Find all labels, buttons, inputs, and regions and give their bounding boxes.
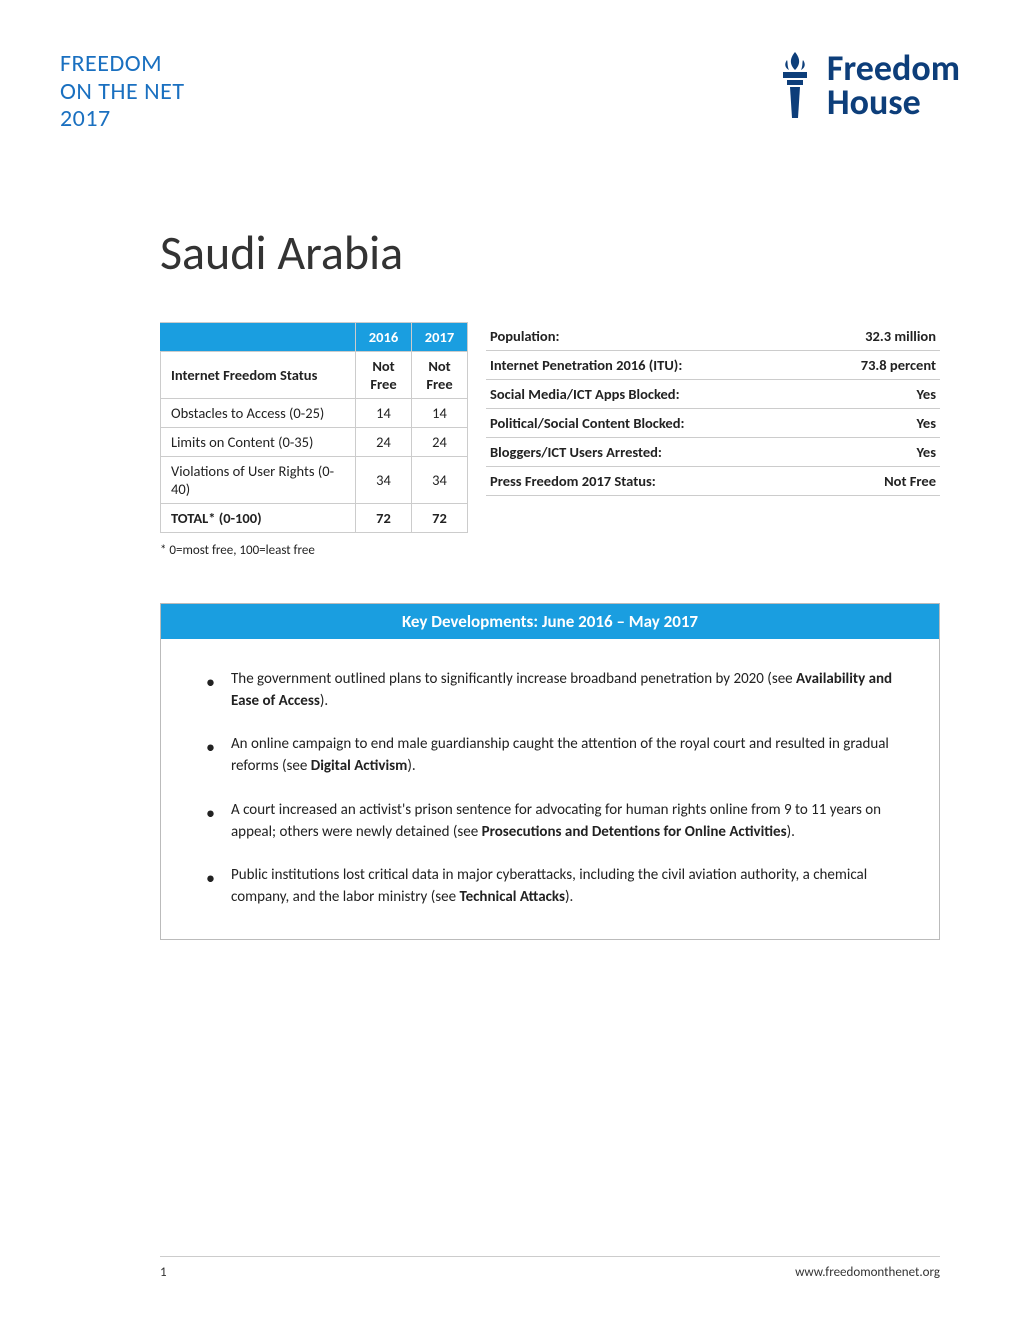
stat-value: Yes [808, 379, 940, 408]
table-row: Internet Freedom StatusNot FreeNot Free [161, 351, 468, 398]
list-item: An online campaign to end male guardians… [201, 734, 899, 778]
scale-footnote: * 0=most free, 100=least free [160, 543, 940, 558]
page-footer: 1 www.freedomonthenet.org [160, 1256, 940, 1280]
score-row-v2: 14 [412, 398, 468, 427]
score-row-v1: Not Free [356, 351, 412, 398]
score-header-year1: 2016 [356, 322, 412, 351]
stat-value: Yes [808, 437, 940, 466]
bullet-post: ). [320, 692, 328, 710]
logo-line2: House [827, 85, 960, 119]
table-row: Political/Social Content Blocked:Yes [486, 408, 940, 437]
score-row-v1: 72 [356, 503, 412, 532]
freedom-house-logo: Freedom House [773, 50, 960, 120]
logo-text: Freedom House [827, 51, 960, 119]
stat-value: Not Free [808, 466, 940, 495]
footer-url: www.freedomonthenet.org [795, 1265, 940, 1280]
score-row-label: Violations of User Rights (0-40) [161, 456, 356, 503]
score-row-v2: Not Free [412, 351, 468, 398]
report-title-line2: ON THE NET [60, 78, 185, 106]
score-row-label: Obstacles to Access (0-25) [161, 398, 356, 427]
stat-label: Population: [486, 322, 808, 351]
bullet-bold: Technical Attacks [459, 888, 564, 906]
stat-label: Bloggers/ICT Users Arrested: [486, 437, 808, 466]
score-row-label: Limits on Content (0-35) [161, 427, 356, 456]
score-header-empty [161, 322, 356, 351]
key-dev-list: The government outlined plans to signifi… [201, 669, 899, 909]
list-item: A court increased an activist's prison s… [201, 800, 899, 844]
stat-label: Political/Social Content Blocked: [486, 408, 808, 437]
list-item: Public institutions lost critical data i… [201, 865, 899, 909]
stat-value: 32.3 million [808, 322, 940, 351]
bullet-bold: Prosecutions and Detentions for Online A… [482, 823, 787, 841]
bullet-post: ). [407, 757, 415, 775]
stat-label: Social Media/ICT Apps Blocked: [486, 379, 808, 408]
score-row-v1: 24 [356, 427, 412, 456]
report-title-line1: FREEDOM [60, 50, 185, 78]
torch-icon [773, 50, 817, 120]
bullet-post: ). [787, 823, 795, 841]
score-table-body: Internet Freedom StatusNot FreeNot FreeO… [161, 351, 468, 532]
bullet-bold: Digital Activism [311, 757, 408, 775]
score-row-v1: 34 [356, 456, 412, 503]
score-row-v1: 14 [356, 398, 412, 427]
table-row: Internet Penetration 2016 (ITU):73.8 per… [486, 350, 940, 379]
stats-table-body: Population:32.3 millionInternet Penetrat… [486, 322, 940, 496]
list-item: The government outlined plans to signifi… [201, 669, 899, 713]
key-dev-body: The government outlined plans to signifi… [161, 639, 939, 939]
report-title-line3: 2017 [60, 105, 185, 133]
report-title: FREEDOM ON THE NET 2017 [60, 50, 185, 133]
table-row: Social Media/ICT Apps Blocked:Yes [486, 379, 940, 408]
bullet-pre: The government outlined plans to signifi… [231, 670, 796, 688]
stat-value: Yes [808, 408, 940, 437]
stat-label: Internet Penetration 2016 (ITU): [486, 350, 808, 379]
score-row-v2: 72 [412, 503, 468, 532]
table-row: Violations of User Rights (0-40)3434 [161, 456, 468, 503]
score-header-year2: 2017 [412, 322, 468, 351]
score-table: 2016 2017 Internet Freedom StatusNot Fre… [160, 322, 468, 533]
country-title: Saudi Arabia [160, 223, 940, 282]
stats-table: Population:32.3 millionInternet Penetrat… [486, 322, 940, 496]
score-row-label: Internet Freedom Status [161, 351, 356, 398]
table-row: Obstacles to Access (0-25)1414 [161, 398, 468, 427]
score-row-v2: 24 [412, 427, 468, 456]
score-row-v2: 34 [412, 456, 468, 503]
table-row: Population:32.3 million [486, 322, 940, 351]
table-row: Limits on Content (0-35)2424 [161, 427, 468, 456]
page-number: 1 [160, 1265, 167, 1280]
bullet-post: ). [565, 888, 573, 906]
score-row-label: TOTAL* (0-100) [161, 503, 356, 532]
key-dev-title: Key Developments: June 2016 – May 2017 [161, 604, 939, 639]
stat-value: 73.8 percent [808, 350, 940, 379]
tables-row: 2016 2017 Internet Freedom StatusNot Fre… [160, 322, 940, 533]
table-row: TOTAL* (0-100)7272 [161, 503, 468, 532]
key-developments-box: Key Developments: June 2016 – May 2017 T… [160, 603, 940, 940]
page-header: FREEDOM ON THE NET 2017 Freedom House [60, 50, 960, 133]
table-row: Press Freedom 2017 Status:Not Free [486, 466, 940, 495]
table-row: Bloggers/ICT Users Arrested:Yes [486, 437, 940, 466]
stat-label: Press Freedom 2017 Status: [486, 466, 808, 495]
